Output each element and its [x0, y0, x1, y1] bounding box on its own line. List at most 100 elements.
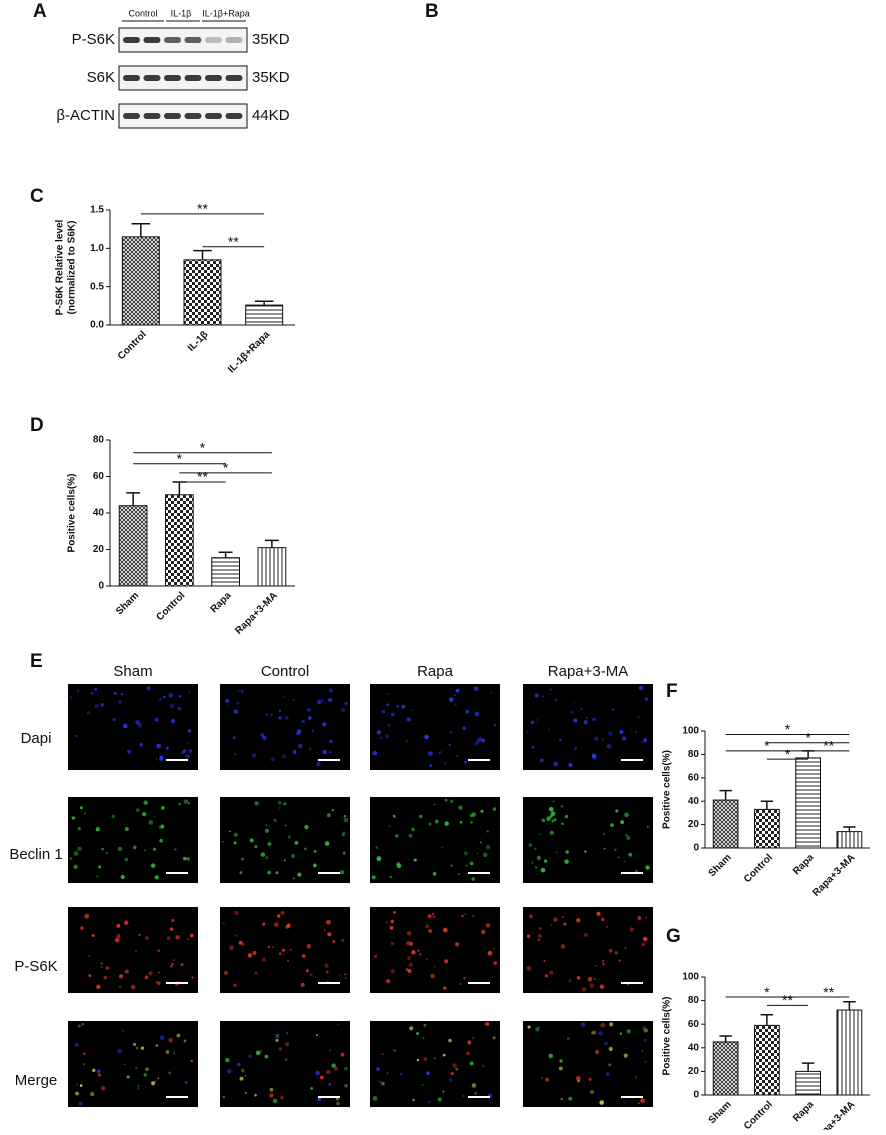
signal [289, 948, 292, 951]
signal [560, 805, 564, 808]
signal [528, 843, 533, 847]
y-tick-label: 20 [93, 544, 105, 555]
signal [154, 875, 159, 880]
signal [450, 799, 454, 804]
blot-band [205, 37, 222, 43]
y-axis-label: Positive cells(%) [662, 750, 673, 829]
signal [443, 986, 447, 990]
signal [606, 744, 612, 749]
error-bar [843, 826, 856, 832]
signal [617, 856, 620, 859]
bar [183, 259, 222, 326]
signal [292, 750, 297, 754]
y-tick-label: 40 [688, 1042, 700, 1053]
signal [419, 814, 423, 819]
signal [96, 984, 101, 989]
signal [638, 1102, 640, 1105]
signal [417, 949, 420, 952]
signal [543, 859, 548, 863]
signal [641, 741, 644, 744]
y-tick-label: 60 [688, 772, 700, 783]
signal [273, 818, 277, 822]
signal [123, 1063, 126, 1066]
signal [602, 738, 605, 741]
signal [485, 923, 491, 928]
signal [276, 914, 281, 918]
signal [88, 974, 92, 977]
significance-label: * [805, 729, 811, 745]
signal [328, 1049, 332, 1052]
signal [548, 728, 550, 731]
blot-size: 44KD [252, 107, 290, 124]
signal [187, 802, 191, 805]
signal [486, 830, 489, 833]
signal [322, 750, 327, 755]
signal [561, 916, 564, 918]
signal [278, 1046, 283, 1051]
signal [543, 959, 546, 963]
signal [538, 1026, 541, 1029]
signal [281, 948, 285, 952]
signal [77, 846, 82, 852]
fluorescence-image [220, 684, 350, 770]
signal [225, 1057, 230, 1063]
signal [262, 922, 266, 926]
signal [606, 925, 609, 928]
signal [154, 815, 156, 817]
signal [493, 723, 497, 727]
signal [241, 942, 245, 946]
signal [344, 977, 347, 979]
blot-band [123, 37, 140, 43]
signal [96, 875, 99, 878]
signal [459, 982, 462, 986]
signal [536, 719, 538, 721]
signal [296, 731, 301, 736]
signal [158, 757, 164, 762]
signal [269, 713, 273, 717]
signal [373, 954, 378, 958]
signal [306, 707, 311, 712]
y-tick-label: 40 [688, 796, 700, 807]
significance-label: ** [228, 234, 239, 250]
signal [469, 1061, 474, 1066]
column-label: Rapa [417, 663, 454, 680]
error-bar [760, 800, 774, 810]
signal [73, 864, 78, 870]
signal [136, 1087, 140, 1090]
signal [409, 1026, 414, 1031]
error-bar [843, 1001, 856, 1011]
signal [282, 754, 286, 759]
blot-band [205, 75, 222, 81]
signal [225, 698, 230, 703]
signal [549, 970, 554, 975]
signal [407, 956, 411, 960]
signal [80, 926, 84, 930]
error-bar [801, 750, 815, 758]
signal [308, 747, 312, 751]
signal [544, 974, 549, 978]
signal [640, 1098, 645, 1103]
fluorescence-image [68, 1021, 198, 1107]
signal [393, 1048, 397, 1052]
signal [381, 709, 386, 714]
signal [83, 1052, 86, 1055]
signal [112, 717, 116, 722]
signal [127, 749, 131, 754]
signal [407, 931, 412, 936]
signal [453, 694, 457, 697]
signal [386, 1072, 389, 1075]
row-label: P-S6K [14, 958, 57, 975]
signal [181, 751, 184, 755]
bar [118, 505, 148, 587]
y-tick-label: 0 [693, 843, 699, 854]
signal [585, 716, 588, 720]
row-label: Merge [15, 1072, 58, 1089]
row-label: Beclin 1 [9, 846, 62, 863]
signal [143, 800, 148, 805]
signal [120, 874, 125, 880]
signal [342, 851, 346, 855]
signal [624, 947, 627, 949]
signal [590, 1089, 595, 1094]
signal [327, 697, 333, 703]
signal [337, 1023, 340, 1026]
